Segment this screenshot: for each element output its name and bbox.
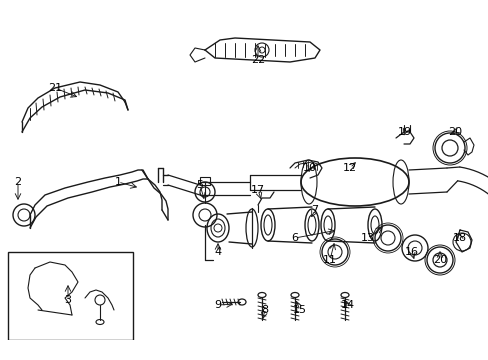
Bar — [8, 252, 133, 340]
Text: 11: 11 — [323, 255, 336, 265]
Text: 8: 8 — [261, 305, 268, 315]
Text: 10: 10 — [303, 163, 316, 173]
Text: 13: 13 — [360, 233, 374, 243]
Text: 2: 2 — [15, 177, 21, 187]
Text: 16: 16 — [404, 247, 418, 257]
Text: 1: 1 — [114, 177, 121, 187]
Text: 4: 4 — [214, 247, 221, 257]
Text: 17: 17 — [250, 185, 264, 195]
Text: 20: 20 — [432, 255, 446, 265]
Text: 5: 5 — [196, 180, 203, 190]
Text: 21: 21 — [48, 83, 62, 93]
Text: 6: 6 — [291, 233, 298, 243]
Text: 20: 20 — [447, 127, 461, 137]
Text: 3: 3 — [64, 295, 71, 305]
Text: 15: 15 — [292, 305, 306, 315]
Text: 9: 9 — [214, 300, 221, 310]
Text: 19: 19 — [397, 127, 411, 137]
Text: 22: 22 — [250, 55, 264, 65]
Text: 18: 18 — [452, 233, 466, 243]
Text: 12: 12 — [342, 163, 356, 173]
Bar — [200, 177, 209, 185]
Text: 14: 14 — [340, 300, 354, 310]
Text: 7: 7 — [311, 205, 318, 215]
